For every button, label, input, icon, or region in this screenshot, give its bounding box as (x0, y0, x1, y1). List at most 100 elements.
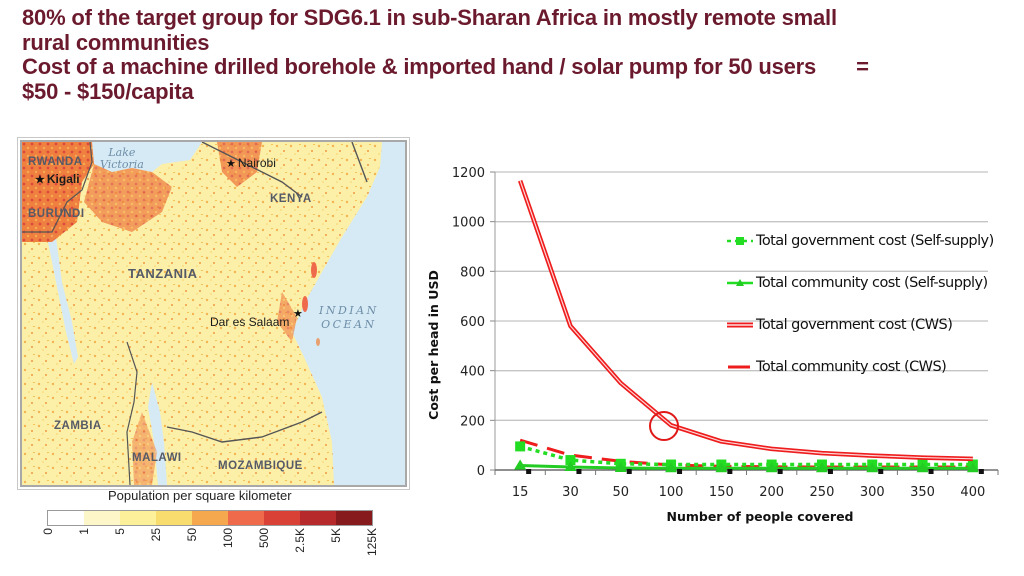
map-label-kenya: KENYA (270, 193, 312, 205)
map-label-indian: INDIAN (319, 304, 379, 317)
x-tick-label: 15 (512, 485, 529, 500)
map-label-nairobi: ★ Nairobi (226, 156, 276, 170)
scale-tick-label: 2.5K (293, 528, 307, 576)
scale-swatch (120, 511, 156, 525)
population-scale-title: Population per square kilometer (108, 488, 292, 503)
legend-label: Total government cost (Self-supply) (756, 233, 994, 249)
zambia-malawi-border (126, 341, 138, 485)
x-tick-label: 200 (759, 485, 784, 500)
series-shadow-marker (777, 469, 783, 474)
series-2 (518, 179, 973, 462)
lake-tanganyika-water (42, 202, 78, 364)
series-shadow-marker (727, 469, 733, 474)
y-axis-label: Cost per head in USD (426, 270, 441, 420)
series-shadow-marker (677, 469, 683, 474)
series-marker-triangle (815, 462, 828, 473)
series-line (520, 464, 973, 470)
map-label-rwanda: RWANDA (28, 156, 83, 168)
scale-swatch (228, 511, 264, 525)
y-tick-label: 0 (477, 464, 485, 479)
capital-star-icon: ★ (226, 158, 236, 170)
heading-line-3: Cost of a machine drilled borehole & imp… (22, 54, 1012, 80)
y-tick-label: 400 (460, 365, 485, 380)
scale-tick-text: 5 (113, 528, 127, 535)
map-label-ocean: OCEAN (321, 318, 377, 331)
legend-item-gov-cws: Total government cost (CWS) (726, 315, 953, 335)
slide-heading: 80% of the target group for SDG6.1 in su… (22, 5, 1012, 104)
kenya-somalia-border (351, 142, 368, 183)
series-shadow-marker (526, 469, 532, 474)
heading-equals-sign: = (856, 54, 869, 79)
scale-swatch (264, 511, 300, 525)
chart-series (514, 179, 984, 474)
heading-line-3-text: Cost of a machine drilled borehole & imp… (22, 54, 817, 79)
rwanda-burundi-dense-area (22, 142, 94, 242)
dar-es-salaam-star-icon: ★ (293, 308, 303, 320)
pemba-island (311, 262, 317, 278)
scale-tick-text: 5K (329, 528, 343, 543)
series-marker-triangle (564, 461, 577, 472)
map-label-nairobi-text: Nairobi (237, 156, 276, 170)
x-tick-label: 250 (810, 485, 835, 500)
x-tick-label: 150 (709, 485, 734, 500)
scale-swatch (156, 511, 192, 525)
legend-dashed-line-icon (728, 365, 750, 369)
series-marker-triangle (765, 462, 778, 473)
series-line (519, 444, 973, 467)
scale-tick-label: 100 (221, 528, 235, 576)
indian-ocean-water (292, 142, 405, 485)
scale-tick-label: 0 (41, 528, 55, 576)
scale-tick-text: 500 (257, 528, 271, 549)
scale-tick-label: 1 (77, 528, 91, 576)
series-marker-square (515, 441, 526, 452)
series-shadow-marker (978, 469, 984, 474)
scale-tick-text: 100 (221, 528, 235, 549)
series-marker-triangle (715, 462, 728, 473)
map-label-kigali: ★ Kigali (35, 172, 80, 186)
nairobi-dense-area (217, 142, 262, 187)
series-marker-triangle (614, 462, 627, 473)
mafia-island (316, 338, 320, 346)
map-label-lake-line-2: Victoria (100, 158, 144, 171)
series-shadow-marker (878, 469, 884, 474)
legend-double-line-icon (727, 322, 753, 328)
map-label-kigali-text: Kigali (46, 172, 80, 186)
series-marker-triangle (966, 462, 979, 473)
scale-tick-label: 125K (365, 528, 379, 576)
legend-item-community-cws: Total community cost (CWS) (726, 357, 947, 377)
map-label-zambia: ZAMBIA (54, 420, 102, 432)
legend-item-community-self-supply: Total community cost (Self-supply) (726, 273, 988, 293)
y-tick-label: 200 (460, 414, 485, 429)
map-label-lake-victoria: Lake Victoria (100, 147, 144, 171)
scale-tick-text: 25 (149, 528, 163, 542)
capital-star-icon: ★ (35, 174, 45, 186)
y-tick-label: 1200 (452, 166, 485, 181)
x-tick-label: 350 (910, 485, 935, 500)
series-shadow-marker (576, 469, 582, 474)
scale-swatch (192, 511, 228, 525)
x-tick-label: 50 (612, 485, 629, 500)
legend-dashed-square-marker-icon (727, 237, 753, 245)
cost-per-head-chart: 0 200 400 600 800 1000 1200 15 30 50 100 150 200 250… (426, 166, 999, 524)
highlight-circle-annotation (649, 411, 679, 441)
zanzibar-island (302, 296, 308, 312)
kenya-tanzania-border (201, 142, 303, 198)
map-label-tanzania: TANZANIA (128, 266, 198, 281)
y-tick-label: 800 (460, 265, 485, 280)
scale-tick-text: 125K (365, 528, 379, 557)
map-label-indian-ocean: INDIAN OCEAN (319, 304, 379, 332)
series-marker-triangle (514, 459, 527, 470)
map-label-malawi: MALAWI (132, 452, 182, 464)
heading-line-2: rural communities (22, 29, 210, 55)
scale-tick-text: 0 (41, 528, 55, 535)
scale-swatch (48, 511, 84, 525)
legend-label: Total government cost (CWS) (756, 317, 953, 333)
lake-region-dense-area (84, 164, 172, 232)
series-shadow-marker (827, 469, 833, 474)
malawi-dense-area (132, 412, 157, 485)
x-axis-label: Number of people covered (667, 509, 854, 524)
scale-tick-label: 5 (113, 528, 127, 576)
y-axis-ticks: 0 200 400 600 800 1000 1200 (452, 166, 485, 479)
x-tick-label: 100 (659, 485, 684, 500)
series-1 (514, 459, 984, 474)
